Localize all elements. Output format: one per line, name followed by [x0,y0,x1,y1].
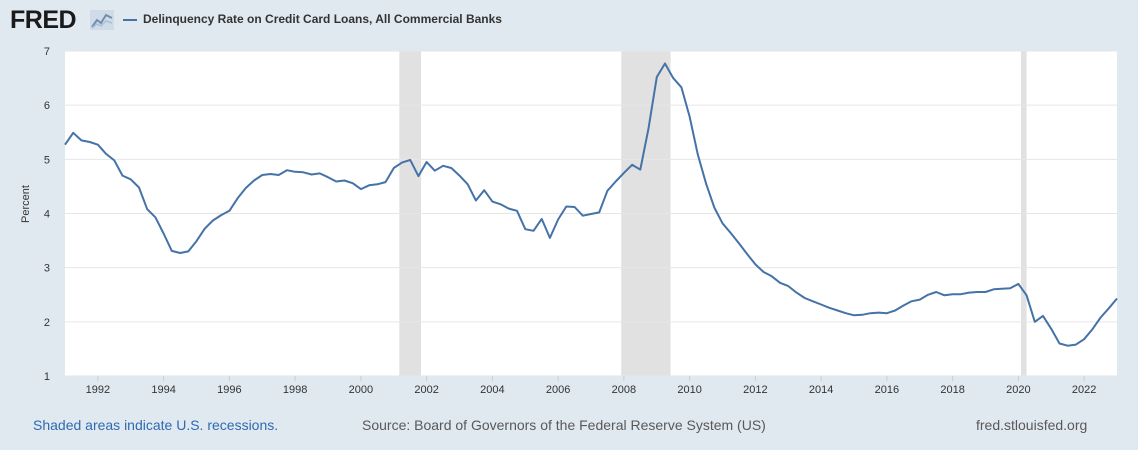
x-tick-label: 1998 [283,384,307,396]
y-tick-label: 5 [44,154,50,166]
y-tick-label: 1 [44,371,50,383]
legend-series-label: Delinquency Rate on Credit Card Loans, A… [143,12,502,26]
series-layer [64,62,1118,347]
y-axis-label: Percent [20,185,32,223]
y-tick-label: 4 [44,209,50,221]
x-tick-label: 2008 [612,384,636,396]
y-axis-ticks: 1 2 3 4 5 6 7 [44,46,50,383]
site-link[interactable]: fred.stlouisfed.org [976,417,1088,433]
x-tick-label: 1992 [86,384,110,396]
y-tick-label: 2 [44,317,50,329]
x-tick-label: 2006 [546,384,570,396]
source-text: Source: Board of Governors of the Federa… [362,417,766,433]
x-axis-ticks: 1992 1994 1996 1998 2000 2002 2004 2006 2008 2010… [86,376,1096,396]
y-tick-label: 3 [44,263,50,275]
chart-header: FRED Delinquency Rate on Credit Card Loa… [0,0,1138,40]
x-tick-label: 1996 [217,384,241,396]
legend-series-swatch [123,19,137,21]
fred-logo[interactable]: FRED [10,6,77,34]
x-tick-label: 2004 [480,384,504,396]
x-tick-label: 2012 [743,384,767,396]
recessions-note-link[interactable]: Shaded areas indicate U.S. recessions. [33,417,279,433]
x-tick-label: 2022 [1072,384,1096,396]
y-tick-label: 6 [44,100,50,112]
series-line[interactable] [64,62,1118,347]
x-tick-label: 1994 [151,384,175,396]
x-tick-label: 2014 [809,384,833,396]
x-tick-label: 2018 [940,384,964,396]
y-tick-label: 7 [44,46,50,58]
x-tick-label: 2010 [677,384,701,396]
x-tick-label: 2000 [349,384,373,396]
x-tick-label: 2016 [875,384,899,396]
chart-line-icon [90,10,114,30]
x-tick-label: 2020 [1006,384,1030,396]
x-tick-label: 2002 [414,384,438,396]
